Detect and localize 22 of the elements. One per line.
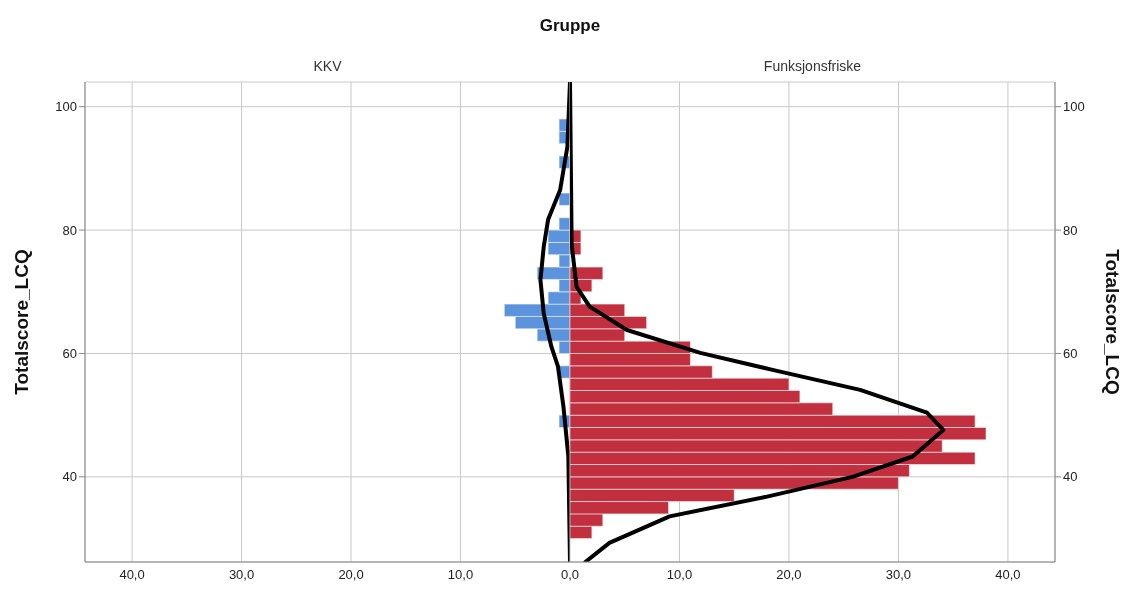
x-tick-label: 20,0 xyxy=(338,567,364,583)
x-tick-label: 40,0 xyxy=(995,567,1021,583)
y-tick-label: 80 xyxy=(1063,222,1078,238)
x-tick-label: 10,0 xyxy=(666,567,693,583)
x-tick-label: 30,0 xyxy=(885,567,912,583)
y-tick-label: 60 xyxy=(1063,346,1078,362)
chart-subtitle: KKV xyxy=(312,58,343,74)
y-axis-title: Totalscore_LCQ xyxy=(1101,249,1123,395)
x-tick-label: 30,0 xyxy=(228,567,255,583)
chart-title: Gruppe xyxy=(538,16,602,36)
y-tick-label: 60 xyxy=(62,346,77,362)
chart-subtitle: Funksjonsfriske xyxy=(762,58,863,74)
y-tick-label: 100 xyxy=(1063,99,1085,115)
x-tick-label: 20,0 xyxy=(776,567,802,583)
x-tick-label: 0,0 xyxy=(560,567,580,583)
y-tick-label: 80 xyxy=(62,222,77,238)
x-tick-label: 40,0 xyxy=(119,567,145,583)
y-tick-label: 100 xyxy=(55,99,77,115)
y-axis-title: Totalscore_LCQ xyxy=(11,249,33,395)
y-tick-label: 40 xyxy=(62,469,77,485)
x-tick-label: 10,0 xyxy=(447,567,474,583)
y-tick-label: 40 xyxy=(1063,469,1078,485)
